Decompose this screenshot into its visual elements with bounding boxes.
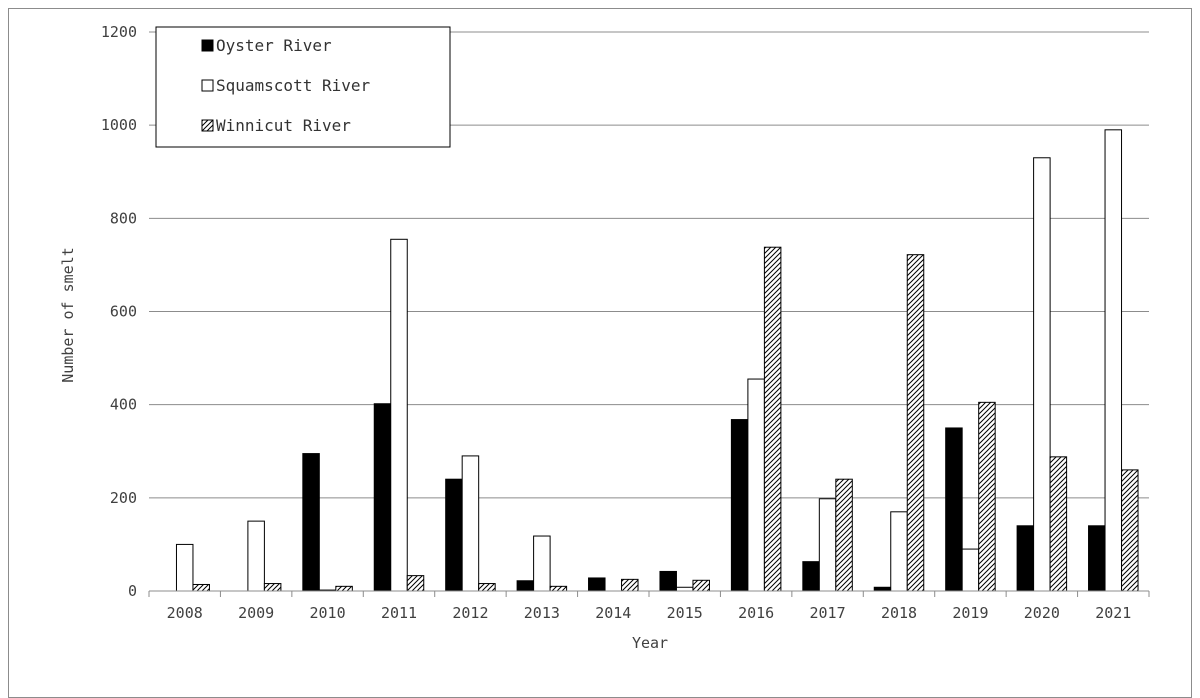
legend-entry-oyster-river: Oyster River [201, 36, 332, 55]
bar-winnicut-river-2020 [1049, 456, 1068, 592]
bar-winnicut-river-2017 [835, 478, 853, 592]
x-tick-label: 2013 [524, 604, 560, 622]
bar-winnicut-river-2018 [906, 254, 925, 592]
legend-entry-winnicut-river: Winnicut River [201, 116, 351, 135]
bar-winnicut-river-2015 [692, 579, 710, 592]
x-axis-title: Year [632, 634, 668, 652]
bar-winnicut-river-2010 [335, 585, 353, 592]
bar-winnicut-river-2012 [478, 583, 496, 592]
bar-winnicut-river-2016 [763, 246, 782, 592]
bar-squamscott-river-2021 [1104, 129, 1123, 592]
bar-winnicut-river-2011 [406, 575, 425, 592]
x-tick-label: 2021 [1095, 604, 1131, 622]
bar-squamscott-river-2008 [175, 543, 194, 592]
bar-squamscott-river-2013 [533, 535, 551, 592]
x-tick-label: 2018 [881, 604, 917, 622]
bars [175, 129, 1139, 592]
legend-label-winnicut-river: Winnicut River [216, 116, 351, 135]
bar-oyster-river-2019 [945, 427, 963, 592]
bar-squamscott-river-2018 [890, 511, 908, 592]
x-tick-label: 2009 [238, 604, 274, 622]
bar-oyster-river-2012 [445, 478, 463, 592]
bar-oyster-river-2017 [802, 561, 820, 592]
bar-winnicut-river-2009 [263, 583, 282, 592]
bar-oyster-river-2014 [588, 577, 606, 592]
bar-chart: 0 200 400 600 800 1000 1200 2008 2009 2010 2011 201… [59, 23, 1150, 652]
bar-oyster-river-2016 [730, 419, 749, 592]
bar-oyster-river-2015 [659, 570, 677, 592]
legend-label-oyster-river: Oyster River [216, 36, 332, 55]
x-tick-label: 2017 [810, 604, 846, 622]
x-tick-label: 2011 [381, 604, 417, 622]
bar-squamscott-river-2020 [1033, 157, 1051, 592]
y-axis-title: Number of smelt [59, 247, 77, 382]
y-tick-label: 0 [128, 582, 137, 600]
legend: Oyster River Squamscott River Winnicut R… [155, 26, 451, 148]
legend-swatch-squamscott-river [201, 79, 214, 92]
y-tick-label: 1000 [101, 116, 137, 134]
legend-swatch-oyster-river [201, 39, 214, 52]
x-tick-label: 2015 [667, 604, 703, 622]
bar-winnicut-river-2014 [621, 578, 639, 592]
y-tick-label: 400 [110, 396, 137, 414]
y-tick-label: 1200 [101, 23, 137, 41]
legend-swatch-winnicut-river [201, 119, 214, 132]
x-tick-label: 2010 [310, 604, 346, 622]
x-tick-label: 2008 [167, 604, 203, 622]
x-tick-label: 2012 [452, 604, 488, 622]
bar-squamscott-river-2015 [675, 586, 694, 592]
bar-oyster-river-2018 [873, 586, 892, 592]
bar-oyster-river-2021 [1088, 525, 1106, 592]
bar-winnicut-river-2021 [1121, 469, 1139, 592]
bar-oyster-river-2011 [373, 403, 392, 592]
bar-squamscott-river-2016 [747, 378, 765, 592]
bar-oyster-river-2020 [1016, 525, 1035, 592]
chart-frame: 0 200 400 600 800 1000 1200 2008 2009 2010 2011 201… [8, 8, 1192, 698]
legend-entry-squamscott-river: Squamscott River [201, 76, 370, 95]
x-tick-label: 2020 [1024, 604, 1060, 622]
x-tick-label: 2014 [595, 604, 631, 622]
y-tick-label: 800 [110, 209, 137, 227]
y-tick-label: 200 [110, 489, 137, 507]
bar-squamscott-river-2009 [247, 520, 265, 592]
axes: 0 200 400 600 800 1000 1200 2008 2009 2010 2011 201… [101, 23, 1150, 622]
bar-oyster-river-2010 [302, 453, 320, 592]
x-tick-label: 2019 [952, 604, 988, 622]
bar-squamscott-river-2017 [818, 498, 837, 592]
bar-squamscott-river-2019 [961, 548, 980, 592]
bar-squamscott-river-2012 [461, 455, 480, 592]
legend-label-squamscott-river: Squamscott River [216, 76, 370, 95]
x-tick-label: 2016 [738, 604, 774, 622]
bar-winnicut-river-2019 [978, 401, 996, 592]
bar-oyster-river-2013 [516, 580, 535, 592]
bar-winnicut-river-2013 [549, 585, 568, 592]
bar-winnicut-river-2008 [192, 583, 210, 592]
y-tick-label: 600 [110, 303, 137, 321]
bar-squamscott-river-2011 [390, 238, 408, 592]
